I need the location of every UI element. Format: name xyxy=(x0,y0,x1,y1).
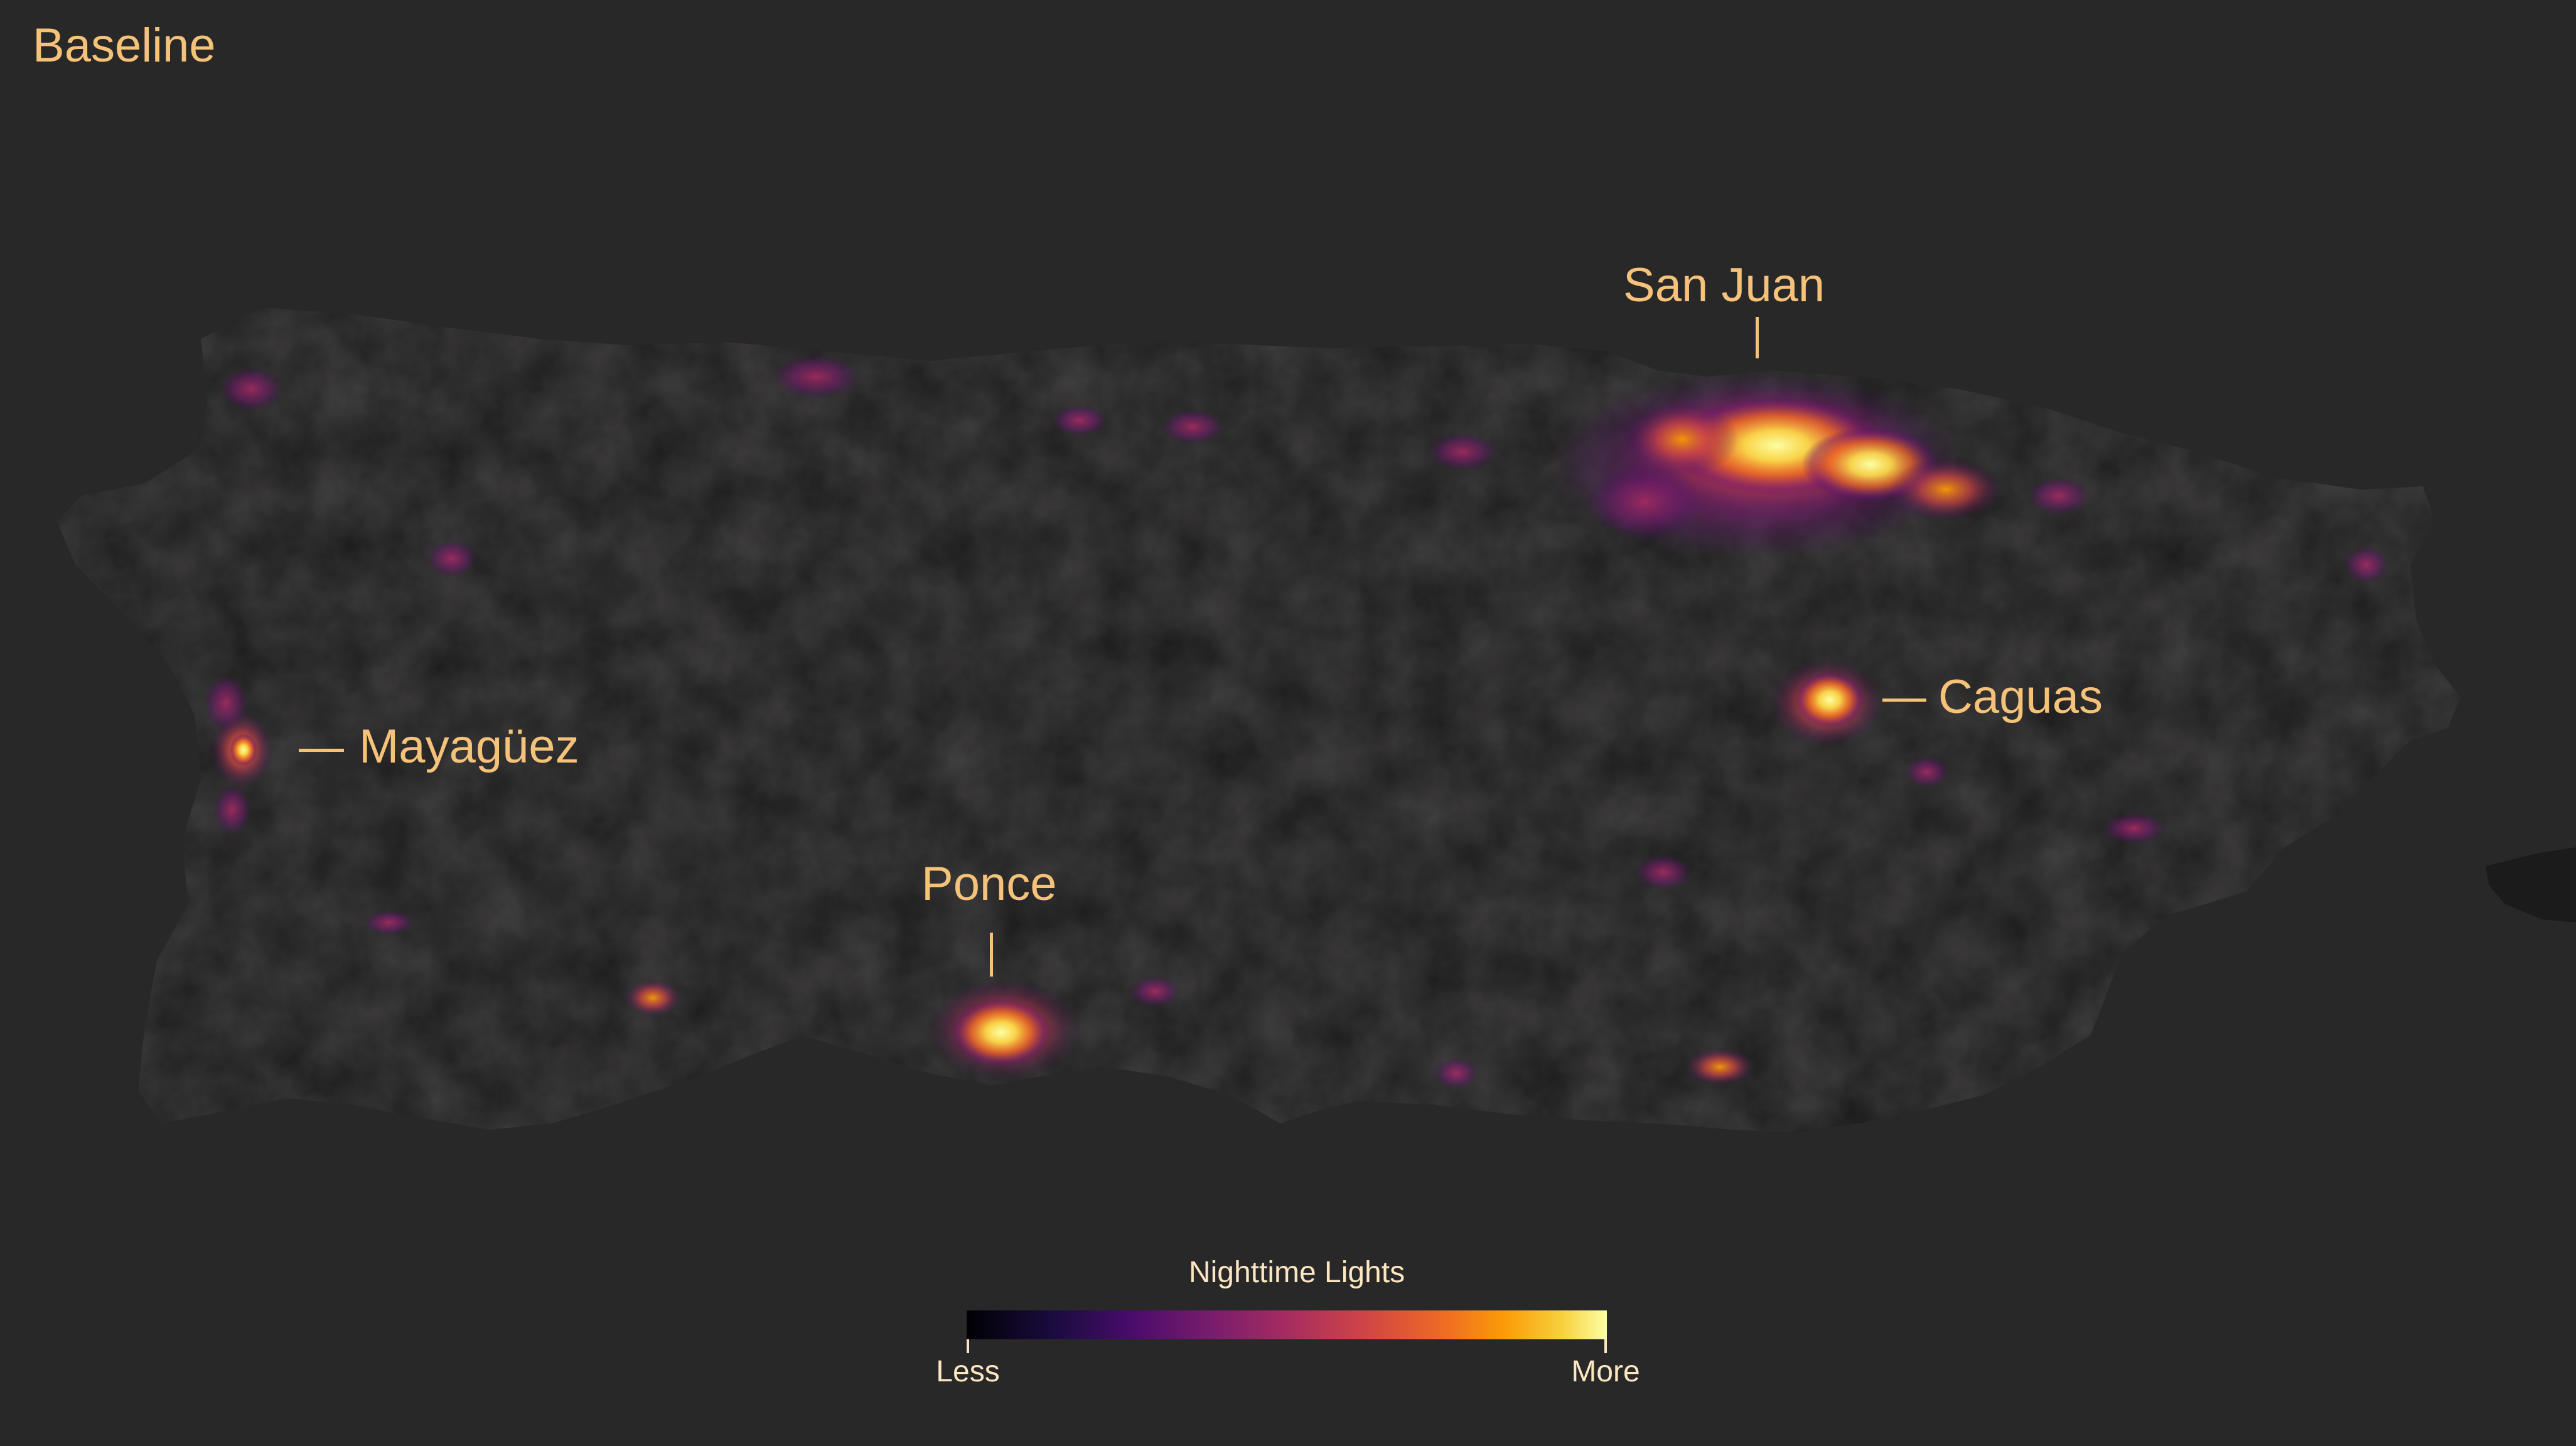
legend-colorbar xyxy=(967,1310,1607,1339)
city-label-ponce: Ponce xyxy=(921,857,1057,911)
vieques-island xyxy=(2486,847,2576,923)
legend-title: Nighttime Lights xyxy=(1188,1256,1405,1289)
ponce-lights xyxy=(929,979,1080,1079)
legend-tick-more xyxy=(1604,1339,1607,1353)
san-juan-lights xyxy=(1550,370,2002,559)
caguas-lights xyxy=(1770,659,1883,747)
legend-tick-less xyxy=(967,1339,969,1353)
leader-line-caguas xyxy=(1882,699,1926,702)
leader-line-ponce xyxy=(990,933,993,977)
legend-label-less: Less xyxy=(936,1355,1000,1388)
city-label-san-juan: San Juan xyxy=(1623,259,1825,312)
city-label-caguas: Caguas xyxy=(1938,670,2103,724)
legend-label-more: More xyxy=(1571,1355,1640,1388)
panel-title: Baseline xyxy=(33,19,216,72)
small-town-lights xyxy=(220,355,2388,1089)
city-label-mayaguez: Mayagüez xyxy=(359,720,579,773)
leader-line-mayaguez xyxy=(299,749,344,752)
leader-line-san-juan xyxy=(1756,317,1759,358)
mayaguez-lights xyxy=(204,675,273,835)
